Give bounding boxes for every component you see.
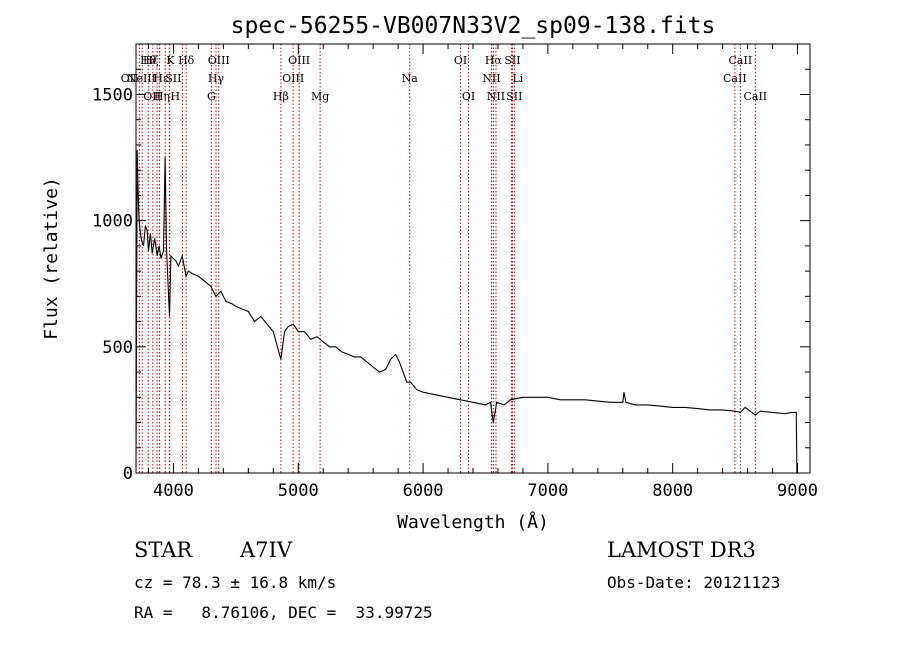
spectral-line-label: OII: [143, 90, 161, 103]
x-tick-label: 7000: [527, 481, 568, 501]
spectral-line-label: NeIII: [127, 72, 156, 85]
spectral-line-label: G: [207, 90, 216, 103]
spectral-line-label: OI: [462, 90, 475, 103]
observation-date: Obs-Date: 20121123: [607, 573, 781, 592]
survey-name: LAMOST DR3: [607, 538, 756, 562]
spectral-line-label: OII: [121, 72, 139, 85]
redshift-readout: cz = 78.3 ± 16.8 km/s: [134, 573, 337, 592]
spectral-line-label: H: [170, 90, 180, 103]
coordinates: RA = 8.76106, DEC = 33.99725: [134, 603, 433, 622]
x-tick-label: 5000: [278, 481, 319, 501]
y-tick-label: 1000: [92, 212, 133, 232]
spectral-line-label: OI: [454, 54, 467, 67]
x-tick-label: 8000: [652, 481, 693, 501]
spectral-line-label: Hδ: [178, 54, 195, 67]
spectral-line-label: Hα: [485, 54, 503, 67]
spectral-line-label: Na: [402, 72, 419, 85]
spectral-line-label: CaII: [723, 72, 747, 85]
spectral-line-label: Hη: [154, 90, 170, 103]
spectral-line-label: SII: [165, 72, 181, 85]
object-subclass: A7IV: [240, 538, 292, 562]
spectral-line-label: Hγ: [208, 72, 225, 85]
plot-frame: [135, 43, 811, 474]
object-class: STAR: [134, 538, 193, 562]
chart-title: spec-56255-VB007N33V2_sp09-138.fits: [231, 13, 716, 39]
spectral-line-label: OIII: [288, 54, 310, 67]
spectral-line-label: Hβ: [273, 90, 289, 103]
y-tick-label: 500: [102, 338, 133, 358]
y-axis-label: Flux (relative): [41, 177, 62, 340]
spectral-line-label: OIII: [282, 72, 304, 85]
spectral-line-label: NII: [482, 72, 500, 85]
spectral-line-label: Hθ: [140, 54, 157, 67]
spectral-line-label: Li: [512, 72, 523, 85]
spectral-line-label: K: [166, 54, 175, 67]
spectrum-series: [135, 149, 798, 474]
spectral-line-label: NII: [487, 90, 505, 103]
x-tick-label: 6000: [403, 481, 444, 501]
y-tick-label: 0: [123, 464, 133, 484]
spectral-line-label: Hε: [153, 72, 169, 85]
spectral-line-label: OIII: [208, 54, 230, 67]
x-tick-label: 9000: [777, 481, 818, 501]
spectral-line-label: SII: [506, 90, 522, 103]
spectral-line-label: CaII: [729, 54, 753, 67]
y-tick-label: 1500: [92, 85, 133, 105]
spectral-line-label: Hζ: [143, 54, 159, 67]
spectral-line-label: Mg: [311, 90, 329, 103]
x-axis-label: Wavelength (Å): [397, 511, 549, 533]
x-tick-label: 4000: [153, 481, 194, 501]
spectral-line-label: CaII: [743, 90, 767, 103]
spectral-line-label: SII: [504, 54, 520, 67]
